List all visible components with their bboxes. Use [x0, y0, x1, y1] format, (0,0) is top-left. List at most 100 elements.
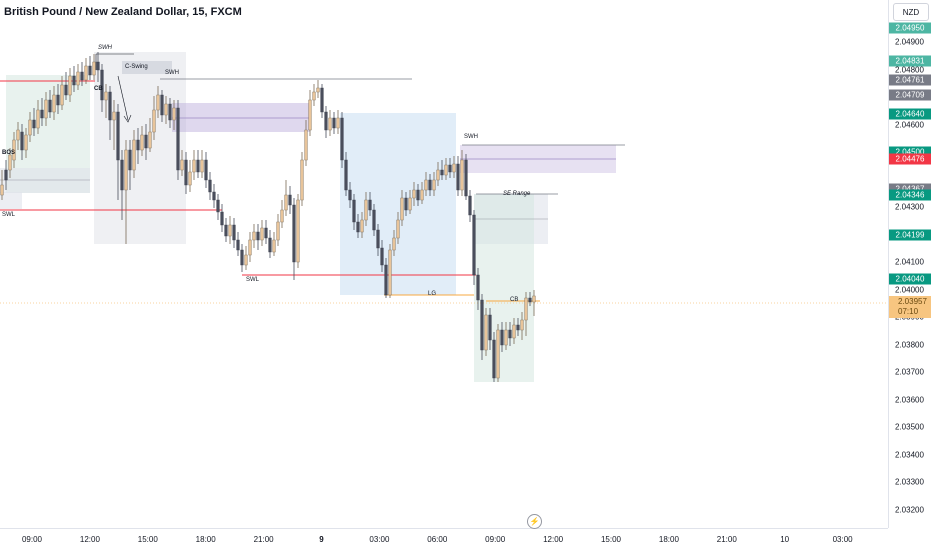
bar-countdown: 07:10	[898, 307, 919, 316]
candle-bullish	[460, 159, 464, 191]
candle-bearish	[332, 117, 336, 129]
zone-bottom-green	[474, 194, 534, 382]
candle-bearish	[516, 324, 520, 331]
price-axis[interactable]	[888, 0, 932, 528]
candle-bullish	[444, 164, 448, 176]
candle-bearish	[468, 195, 472, 216]
annotation-cb: CB	[94, 86, 103, 92]
candle-bearish	[20, 131, 24, 151]
price-tick-label: 2.04800	[895, 65, 924, 75]
candle-bullish	[124, 149, 128, 191]
annotation-cb: CB	[510, 297, 519, 303]
price-level-label: 2.04709	[889, 89, 931, 101]
price-tick-label: 2.03300	[895, 477, 924, 487]
candle-bearish	[292, 204, 296, 263]
candle-bearish	[216, 199, 220, 213]
lightning-icon: ⚡	[529, 517, 540, 526]
candle-bullish	[132, 139, 136, 171]
candle-bullish	[280, 209, 284, 223]
price-tick-label: 2.03800	[895, 340, 924, 350]
candle-bullish	[504, 329, 508, 346]
annotation-c-swing: C-Swing	[125, 64, 148, 70]
time-tick-label: 03:00	[832, 535, 853, 544]
annotation-lg: LG	[428, 291, 437, 297]
price-tick-label: 2.03400	[895, 450, 924, 460]
candle-bullish	[180, 159, 184, 171]
candle-bearish	[96, 61, 100, 71]
annotation-swl: SWL	[2, 212, 16, 218]
candle-bearish	[356, 221, 360, 233]
candle-bullish	[192, 159, 196, 173]
candle-bullish	[312, 91, 316, 101]
zone-purple-1	[172, 103, 310, 132]
candle-bearish	[208, 179, 212, 193]
candle-bullish	[276, 221, 280, 241]
candle-bearish	[136, 139, 140, 151]
time-tick-label: 12:00	[79, 535, 100, 544]
candle-bullish	[68, 75, 72, 96]
candle-bearish	[196, 159, 200, 173]
candle-bullish	[76, 71, 80, 86]
candle-bearish	[56, 94, 60, 106]
candle-bullish	[328, 117, 332, 131]
candle-bearish	[236, 239, 240, 251]
candle-bullish	[484, 314, 488, 351]
candle-bearish	[32, 119, 36, 129]
candle-bearish	[384, 264, 388, 296]
candle-bullish	[188, 171, 192, 186]
annotation-swl: SWL	[246, 277, 260, 283]
candle-bullish	[496, 329, 500, 379]
candle-bullish	[284, 194, 288, 211]
candle-bullish	[360, 219, 364, 233]
candle-bullish	[152, 109, 156, 133]
price-chart[interactable]	[0, 0, 888, 528]
candle-bullish	[24, 134, 28, 151]
time-tick-label: 21:00	[716, 535, 737, 544]
annotation-swh: SWH	[165, 70, 179, 76]
candle-bearish	[416, 189, 420, 201]
candle-bearish	[488, 314, 492, 341]
time-tick-label: 18:00	[658, 535, 679, 544]
price-tick-label: 2.04600	[895, 120, 924, 130]
candle-bearish	[160, 94, 164, 116]
candle-bullish	[84, 65, 88, 81]
c-swing-arrow	[117, 75, 129, 121]
candle-bearish	[128, 149, 132, 171]
time-tick-label: 15:00	[600, 535, 622, 544]
price-level-label: 2.04346	[889, 189, 931, 200]
candle-bullish	[296, 199, 300, 263]
candle-bearish	[176, 107, 180, 171]
candle-bullish	[400, 197, 404, 221]
candle-bullish	[200, 159, 204, 173]
candle-bearish	[528, 297, 532, 303]
candle-bullish	[140, 134, 144, 151]
candle-bearish	[476, 274, 480, 301]
candle-bullish	[336, 117, 340, 129]
candle-bullish	[112, 111, 116, 121]
candle-bullish	[452, 163, 456, 173]
price-level-label: 2.04640	[889, 108, 931, 120]
zone-c-swing-box	[122, 61, 172, 74]
candle-bearish	[88, 65, 92, 76]
candle-bullish	[260, 227, 264, 241]
candle-bearish	[168, 103, 172, 121]
candle-bullish	[532, 295, 536, 303]
candles-group	[0, 52, 536, 382]
current-price-label: 2.03957 07:10	[889, 296, 931, 318]
candle-bearish	[324, 111, 328, 131]
candle-bearish	[376, 229, 380, 249]
c-swing-arrowhead	[123, 114, 132, 123]
candle-bearish	[372, 209, 376, 231]
candle-bullish	[36, 109, 40, 129]
candle-bullish	[12, 139, 16, 161]
candle-bearish	[144, 134, 148, 149]
currency-selector[interactable]: NZD	[893, 3, 929, 21]
candle-bearish	[224, 224, 228, 237]
candle-bearish	[288, 194, 292, 206]
go-to-realtime-button[interactable]: ⚡	[527, 514, 542, 529]
candle-bearish	[464, 159, 468, 197]
candle-bearish	[440, 169, 444, 176]
chart-area[interactable]: British Pound / New Zealand Dollar, 15, …	[0, 0, 888, 528]
time-axis[interactable]	[0, 528, 888, 551]
candle-bearish	[212, 191, 216, 201]
